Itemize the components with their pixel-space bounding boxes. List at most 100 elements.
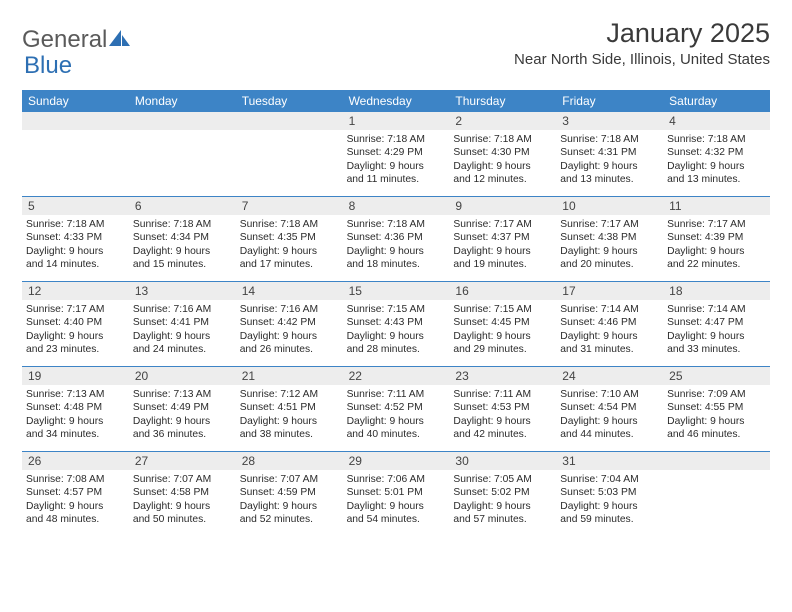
daylight-line-2: and 29 minutes. — [453, 343, 552, 356]
daylight-line-2: and 42 minutes. — [453, 428, 552, 441]
weekday-header: Sunday — [22, 90, 129, 112]
day-number: 14 — [236, 282, 343, 300]
day-cell: 13Sunrise: 7:16 AMSunset: 4:41 PMDayligh… — [129, 282, 236, 366]
sunset-line: Sunset: 4:32 PM — [667, 146, 766, 159]
day-cell: 20Sunrise: 7:13 AMSunset: 4:49 PMDayligh… — [129, 367, 236, 451]
day-number: 18 — [663, 282, 770, 300]
day-number: 17 — [556, 282, 663, 300]
sunrise-line: Sunrise: 7:05 AM — [453, 473, 552, 486]
sunset-line: Sunset: 4:58 PM — [133, 486, 232, 499]
day-cell: 1Sunrise: 7:18 AMSunset: 4:29 PMDaylight… — [343, 112, 450, 196]
sunrise-line: Sunrise: 7:18 AM — [133, 218, 232, 231]
sunrise-line: Sunrise: 7:10 AM — [560, 388, 659, 401]
day-cell: 27Sunrise: 7:07 AMSunset: 4:58 PMDayligh… — [129, 452, 236, 536]
sunrise-line: Sunrise: 7:17 AM — [453, 218, 552, 231]
week-row: 12Sunrise: 7:17 AMSunset: 4:40 PMDayligh… — [22, 281, 770, 366]
sunrise-line: Sunrise: 7:16 AM — [240, 303, 339, 316]
day-number: 24 — [556, 367, 663, 385]
day-number: 7 — [236, 197, 343, 215]
sunset-line: Sunset: 4:46 PM — [560, 316, 659, 329]
day-cell: 26Sunrise: 7:08 AMSunset: 4:57 PMDayligh… — [22, 452, 129, 536]
sunrise-line: Sunrise: 7:18 AM — [667, 133, 766, 146]
weekday-header: Thursday — [449, 90, 556, 112]
day-number: 29 — [343, 452, 450, 470]
week-row: 1Sunrise: 7:18 AMSunset: 4:29 PMDaylight… — [22, 112, 770, 196]
sunset-line: Sunset: 4:37 PM — [453, 231, 552, 244]
daylight-line-1: Daylight: 9 hours — [347, 330, 446, 343]
day-number — [236, 112, 343, 130]
sunset-line: Sunset: 4:54 PM — [560, 401, 659, 414]
daylight-line-1: Daylight: 9 hours — [347, 500, 446, 513]
weekday-header: Monday — [129, 90, 236, 112]
calendar-page: General January 2025 Near North Side, Il… — [0, 0, 792, 548]
sunrise-line: Sunrise: 7:06 AM — [347, 473, 446, 486]
day-cell: 12Sunrise: 7:17 AMSunset: 4:40 PMDayligh… — [22, 282, 129, 366]
daylight-line-2: and 13 minutes. — [667, 173, 766, 186]
day-number: 4 — [663, 112, 770, 130]
day-cell: 2Sunrise: 7:18 AMSunset: 4:30 PMDaylight… — [449, 112, 556, 196]
day-number: 31 — [556, 452, 663, 470]
sunrise-line: Sunrise: 7:18 AM — [560, 133, 659, 146]
day-number: 13 — [129, 282, 236, 300]
sunrise-line: Sunrise: 7:13 AM — [26, 388, 125, 401]
day-cell: 6Sunrise: 7:18 AMSunset: 4:34 PMDaylight… — [129, 197, 236, 281]
week-row: 19Sunrise: 7:13 AMSunset: 4:48 PMDayligh… — [22, 366, 770, 451]
daylight-line-1: Daylight: 9 hours — [240, 415, 339, 428]
day-number: 28 — [236, 452, 343, 470]
day-number: 10 — [556, 197, 663, 215]
day-number: 1 — [343, 112, 450, 130]
day-number: 6 — [129, 197, 236, 215]
daylight-line-2: and 59 minutes. — [560, 513, 659, 526]
day-cell: 15Sunrise: 7:15 AMSunset: 4:43 PMDayligh… — [343, 282, 450, 366]
title-block: January 2025 Near North Side, Illinois, … — [514, 18, 770, 68]
daylight-line-1: Daylight: 9 hours — [453, 415, 552, 428]
day-number: 12 — [22, 282, 129, 300]
daylight-line-1: Daylight: 9 hours — [347, 160, 446, 173]
sunset-line: Sunset: 4:38 PM — [560, 231, 659, 244]
daylight-line-1: Daylight: 9 hours — [26, 500, 125, 513]
daylight-line-1: Daylight: 9 hours — [560, 245, 659, 258]
sunrise-line: Sunrise: 7:12 AM — [240, 388, 339, 401]
daylight-line-1: Daylight: 9 hours — [560, 500, 659, 513]
daylight-line-2: and 22 minutes. — [667, 258, 766, 271]
day-number — [129, 112, 236, 130]
daylight-line-2: and 13 minutes. — [560, 173, 659, 186]
day-cell: 21Sunrise: 7:12 AMSunset: 4:51 PMDayligh… — [236, 367, 343, 451]
weekday-header: Wednesday — [343, 90, 450, 112]
sunset-line: Sunset: 4:47 PM — [667, 316, 766, 329]
sunset-line: Sunset: 4:33 PM — [26, 231, 125, 244]
weeks-container: 1Sunrise: 7:18 AMSunset: 4:29 PMDaylight… — [22, 112, 770, 536]
day-cell-empty — [663, 452, 770, 536]
sunset-line: Sunset: 4:30 PM — [453, 146, 552, 159]
daylight-line-2: and 33 minutes. — [667, 343, 766, 356]
month-title: January 2025 — [514, 18, 770, 49]
sunrise-line: Sunrise: 7:18 AM — [347, 133, 446, 146]
day-number: 30 — [449, 452, 556, 470]
day-cell: 28Sunrise: 7:07 AMSunset: 4:59 PMDayligh… — [236, 452, 343, 536]
sunset-line: Sunset: 4:41 PM — [133, 316, 232, 329]
daylight-line-2: and 54 minutes. — [347, 513, 446, 526]
sunset-line: Sunset: 4:42 PM — [240, 316, 339, 329]
daylight-line-1: Daylight: 9 hours — [560, 330, 659, 343]
daylight-line-1: Daylight: 9 hours — [26, 415, 125, 428]
day-cell: 25Sunrise: 7:09 AMSunset: 4:55 PMDayligh… — [663, 367, 770, 451]
daylight-line-2: and 31 minutes. — [560, 343, 659, 356]
daylight-line-1: Daylight: 9 hours — [667, 415, 766, 428]
day-cell: 3Sunrise: 7:18 AMSunset: 4:31 PMDaylight… — [556, 112, 663, 196]
logo: General — [22, 18, 131, 54]
daylight-line-1: Daylight: 9 hours — [347, 245, 446, 258]
sunset-line: Sunset: 4:36 PM — [347, 231, 446, 244]
sunrise-line: Sunrise: 7:14 AM — [667, 303, 766, 316]
daylight-line-2: and 40 minutes. — [347, 428, 446, 441]
day-number: 20 — [129, 367, 236, 385]
day-number: 25 — [663, 367, 770, 385]
week-row: 26Sunrise: 7:08 AMSunset: 4:57 PMDayligh… — [22, 451, 770, 536]
day-cell: 17Sunrise: 7:14 AMSunset: 4:46 PMDayligh… — [556, 282, 663, 366]
week-row: 5Sunrise: 7:18 AMSunset: 4:33 PMDaylight… — [22, 196, 770, 281]
sunrise-line: Sunrise: 7:09 AM — [667, 388, 766, 401]
daylight-line-1: Daylight: 9 hours — [453, 160, 552, 173]
daylight-line-1: Daylight: 9 hours — [133, 330, 232, 343]
daylight-line-1: Daylight: 9 hours — [667, 245, 766, 258]
daylight-line-1: Daylight: 9 hours — [240, 245, 339, 258]
sunset-line: Sunset: 4:40 PM — [26, 316, 125, 329]
